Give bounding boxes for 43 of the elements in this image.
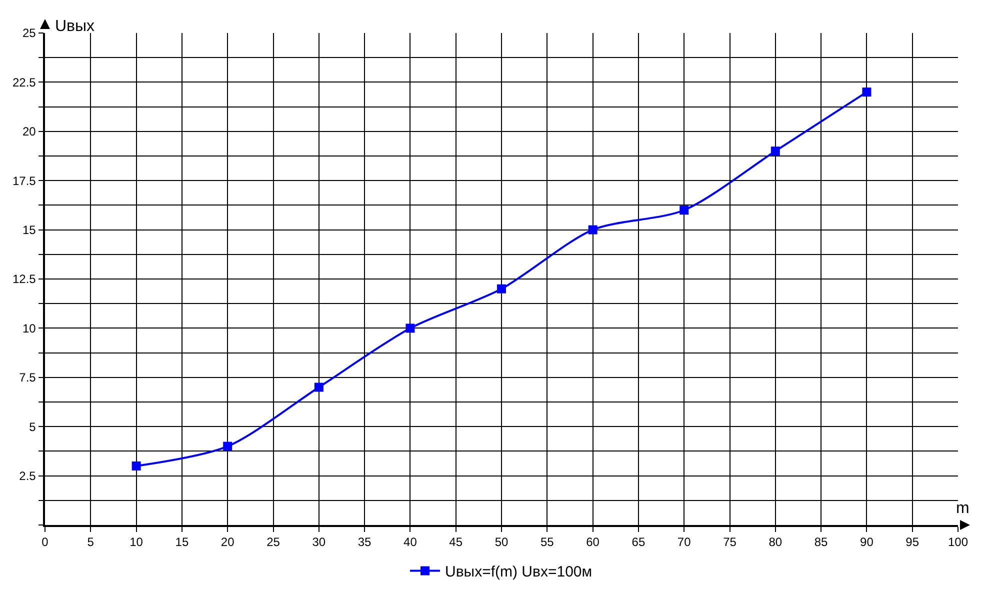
x-tick-label: 25: [266, 535, 280, 550]
y-tick-label: 20: [22, 124, 36, 139]
y-tick-label: 22.5: [12, 75, 36, 90]
y-tick-label: 2.5: [19, 469, 36, 483]
y-tick-label: 17.5: [12, 174, 36, 188]
x-tick-label: 5: [87, 535, 94, 550]
x-tick-label: 40: [404, 535, 418, 550]
y-tick-label: 15: [22, 223, 36, 237]
x-tick-label: 50: [494, 535, 508, 550]
x-tick-label: 65: [632, 535, 646, 550]
point: [132, 461, 141, 470]
point: [314, 382, 324, 392]
point: [680, 206, 689, 215]
x-tick-label: 15: [175, 535, 189, 550]
point: [862, 88, 872, 97]
x-tick-label: 20: [220, 535, 235, 550]
x-tick-label: 10: [130, 535, 144, 550]
x-tick-label: 0: [42, 535, 49, 550]
point: [223, 442, 232, 451]
x-axis-title: m: [956, 500, 970, 517]
y-tick-label: 5: [29, 420, 36, 434]
x-tick-label: 45: [449, 535, 463, 550]
x-tick-label: 95: [906, 535, 920, 550]
point: [770, 146, 780, 156]
x-tick-label: 75: [723, 535, 737, 550]
x-tick-label: 85: [814, 535, 828, 550]
y-tick-label: 10: [22, 321, 36, 336]
x-tick-label: 100: [948, 535, 968, 550]
point: [406, 324, 415, 333]
point: [497, 284, 506, 294]
x-tick-label: 90: [860, 535, 874, 550]
y-axis-title: Uвых: [55, 18, 95, 35]
x-tick-label: 70: [677, 535, 692, 550]
x-tick-label: 30: [312, 535, 326, 550]
legend-label: Uвых=f(m) Uвх=100м: [445, 564, 592, 581]
y-tick-label: 25: [22, 26, 36, 40]
x-tick-label: 80: [768, 535, 782, 550]
point: [588, 225, 598, 234]
x-tick-label: 35: [358, 535, 372, 550]
x-tick-label: 55: [540, 535, 554, 550]
y-tick-label: 7.5: [19, 370, 36, 385]
x-tick-label: 60: [586, 535, 600, 550]
y-tick-label: 12.5: [12, 272, 36, 286]
